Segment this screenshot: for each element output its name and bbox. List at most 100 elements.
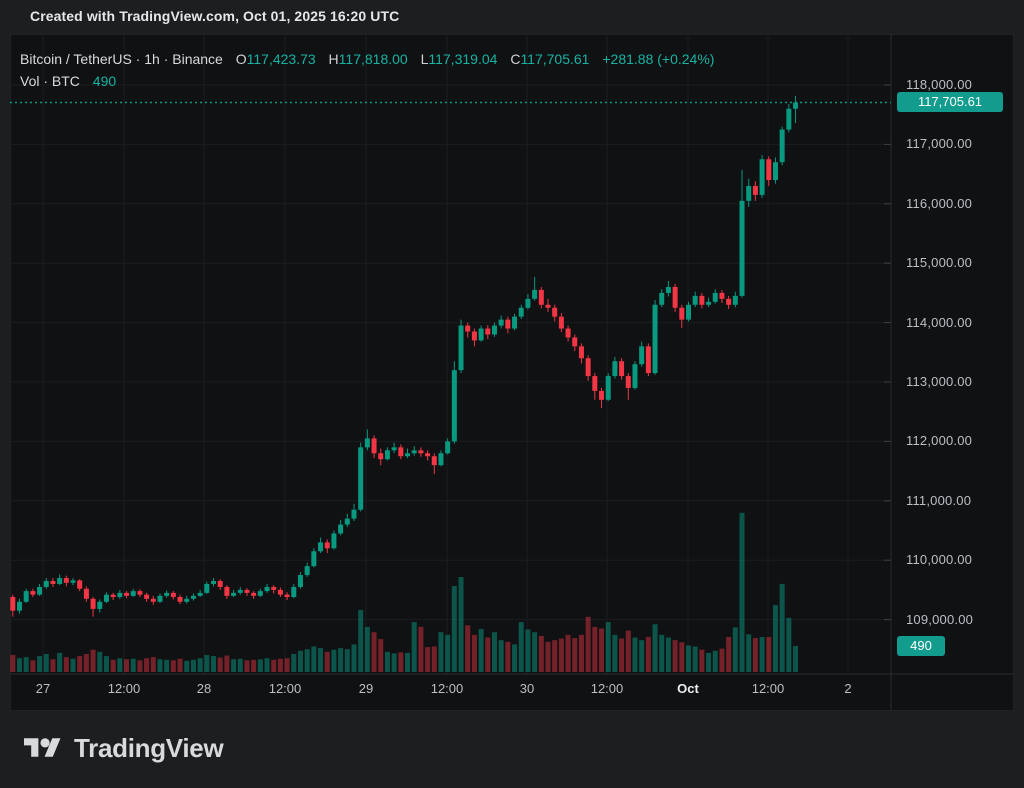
volume-bar [110,659,116,672]
candle [77,579,83,592]
volume-bar [431,646,437,672]
candle [338,519,344,536]
candle [83,586,89,602]
candle [244,588,250,596]
candle [599,387,605,409]
candle [237,586,243,595]
change-value: +281.88 (+0.24%) [602,51,715,67]
volume-bar [578,634,584,672]
volume-legend-row[interactable]: Vol · BTC 490 [20,70,714,92]
candle [619,358,625,380]
price-axis-label: 110,000.00 [906,552,973,568]
volume-bar [277,658,283,672]
candle [732,291,738,308]
volume-bar [706,652,712,672]
candle [331,530,337,550]
time-axis-label: 12:00 [590,681,624,696]
candle [565,325,571,342]
time-axis-label: 12:00 [751,681,785,696]
volume-bar [291,653,297,672]
candle [772,157,778,184]
volume-bar [16,658,22,672]
volume-bar [284,658,290,672]
time-axis-label: 30 [519,681,535,696]
candle [726,295,732,309]
candle [532,276,538,301]
candle [739,169,745,298]
volume-bar [304,649,310,672]
volume-bar [144,658,150,672]
candle [137,589,143,598]
volume-bar [264,658,270,672]
candle [719,289,725,303]
time-axis[interactable]: 27 12:00 28 12:00 29 12:00 30 12:00 Oct 12:00 2 [10,674,1014,711]
candle [411,446,417,456]
volume-bar [70,658,76,672]
volume-bar [77,656,83,672]
volume-bar [197,658,203,672]
candle [639,341,645,367]
candle [304,562,310,577]
candle [197,589,203,598]
candle [659,289,665,308]
volume-bar [565,634,571,672]
volume-bar [719,648,725,672]
volume-bar [170,660,176,672]
candle [311,548,317,568]
price-axis[interactable]: 118,000.00 117,000.00 116,000.00 115,000.00… [891,34,1014,674]
candle [10,594,16,617]
volume-bar [619,638,625,672]
candle [712,289,718,304]
volume-bar [157,659,163,672]
volume-bar [257,659,263,672]
volume-bar [471,634,477,672]
volume-bar [271,659,277,672]
volume-bar [204,655,210,672]
symbol-legend-row[interactable]: Bitcoin / TetherUS · 1h · Binance O117,4… [20,48,714,70]
volume-bar [57,652,63,672]
volume-bar [217,657,223,672]
candle [592,373,598,400]
candle [538,286,544,309]
volume-bar [445,634,451,672]
candle [257,588,263,598]
candle [124,591,130,599]
candle [759,155,765,198]
volume-bar [438,632,444,672]
candle [552,304,558,322]
candlestick-series [10,95,799,617]
volume-bar [425,647,431,672]
volume-bar [231,659,237,672]
candle [50,578,56,587]
volume-bar [652,624,658,672]
price-axis-label: 112,000.00 [906,433,973,449]
candle [284,592,290,600]
volume-label: Vol · BTC [20,73,80,89]
candle [251,591,257,599]
volume-bar [538,635,544,672]
candle [211,578,216,587]
candle [358,442,364,512]
candle [130,588,136,598]
candle [752,181,758,201]
tradingview-logo-link[interactable]: TradingView [24,733,224,764]
volume-bar [23,657,29,672]
candle [364,429,370,451]
candle [746,178,752,207]
candle [110,592,116,600]
candle [90,597,96,617]
volume-bar [485,637,491,672]
volume-bar [558,638,564,672]
volume-bar [545,641,551,672]
price-axis-label: 109,000.00 [906,611,974,627]
candle [264,583,270,593]
volume-bar [177,658,183,672]
time-axis-label: 2 [844,681,852,696]
candle [318,537,324,554]
volume-bar [324,651,330,672]
volume-bar [639,640,645,672]
candle [578,343,584,364]
volume-bar [732,627,738,672]
